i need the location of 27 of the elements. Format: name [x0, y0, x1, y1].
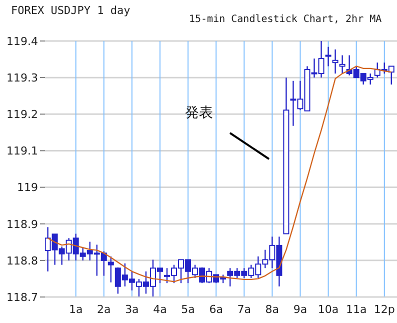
x-tick-label: 3a — [125, 302, 139, 316]
y-tick-label: 119.1 — [6, 144, 38, 158]
y-tick-label: 119.4 — [6, 34, 38, 48]
y-tick-label: 119.3 — [6, 71, 38, 84]
x-tick-label: 4a — [153, 302, 167, 316]
x-tick-label: 11a — [346, 302, 367, 316]
y-tick-label: 118.7 — [6, 290, 38, 304]
candlestick — [108, 256, 114, 283]
annotation: 発表 — [185, 104, 213, 122]
x-tick-label: 9a — [293, 302, 308, 316]
x-tick-label: 6a — [209, 302, 223, 316]
x-tick-label: 10a — [318, 302, 339, 316]
x-tick-label: 12p — [374, 302, 395, 316]
x-tick-label: 5a — [181, 302, 195, 316]
y-tick-label: 118.8 — [6, 254, 38, 268]
y-tick-label: 118.9 — [6, 218, 38, 231]
y-tick-label: 119 — [17, 181, 38, 194]
x-tick-label: 7a — [237, 302, 252, 316]
x-tick-label: 8a — [265, 302, 280, 316]
x-tick-label: 1a — [68, 302, 83, 316]
candlestick — [339, 54, 346, 74]
chart-subtitle: 15-min Candlestick Chart, 2hr MA — [189, 14, 382, 25]
candlestick — [332, 48, 338, 74]
chart-title: FOREX USDJPY 1 day — [11, 4, 130, 17]
candlestick — [325, 46, 332, 67]
y-tick-label: 119.2 — [6, 108, 38, 122]
x-tick-label: 2a — [97, 302, 111, 316]
